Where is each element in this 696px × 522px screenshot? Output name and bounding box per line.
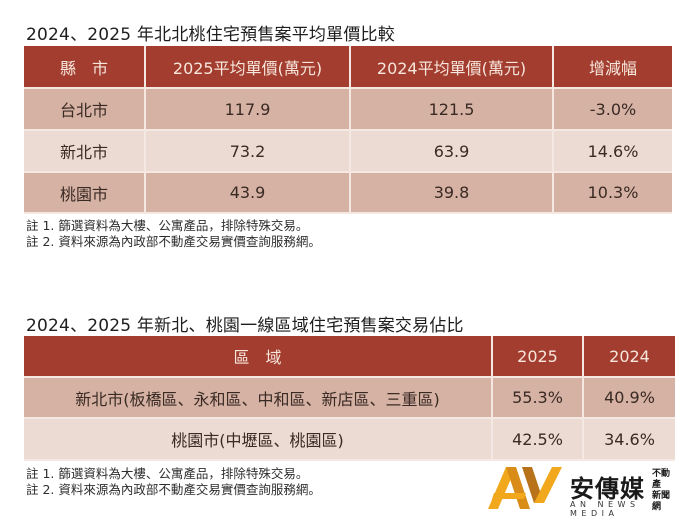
transaction-share-table: 區 域 2025 2024 新北市(板橋區、永和區、中和區、新店區、三重區) 5…: [24, 336, 675, 461]
header-2024: 2024: [583, 336, 675, 378]
table2-notes: 註 1. 篩選資料為大樓、公寓產品，排除特殊交易。 註 2. 資料來源為內政部不…: [26, 466, 321, 498]
table-row: 桃園市(中壢區、桃園區) 42.5% 34.6%: [24, 418, 675, 461]
share-2024-cell: 40.9%: [583, 377, 675, 419]
table2-title: 2024、2025 年新北、桃園一線區域住宅預售案交易佔比: [26, 316, 464, 336]
header-city: 縣 市: [24, 46, 146, 89]
table-header-row: 區 域 2025 2024: [24, 336, 675, 378]
price-comparison-table: 縣 市 2025平均單價(萬元) 2024平均單價(萬元) 增減幅 台北市 11…: [24, 46, 672, 214]
header-price-2025: 2025平均單價(萬元): [145, 46, 351, 89]
city-cell: 桃園市: [24, 172, 146, 214]
city-cell: 台北市: [24, 88, 146, 131]
header-region: 區 域: [24, 336, 493, 378]
table-row: 新北市 73.2 63.9 14.6%: [24, 130, 672, 173]
price-2025-cell: 43.9: [145, 172, 351, 214]
share-2025-cell: 42.5%: [492, 418, 584, 461]
header-price-2024: 2024平均單價(萬元): [350, 46, 554, 89]
logo-sub-line2: 新聞網: [652, 491, 671, 512]
an-news-media-logo: 安傳媒 不動產 新聞網 AN NEWS MEDIA: [486, 463, 676, 518]
note-1: 註 1. 篩選資料為大樓、公寓產品，排除特殊交易。: [26, 466, 309, 481]
price-2024-cell: 63.9: [350, 130, 554, 173]
table-row: 台北市 117.9 121.5 -3.0%: [24, 88, 672, 131]
logo-name-cn: 安傳媒: [570, 475, 645, 503]
note-2: 註 2. 資料來源為內政部不動產交易實價查詢服務網。: [26, 234, 321, 249]
city-cell: 新北市: [24, 130, 146, 173]
header-change: 增減幅: [553, 46, 672, 89]
logo-subtitle: 不動產 新聞網: [652, 469, 676, 513]
logo-sub-line1: 不動產: [652, 469, 671, 490]
an-logo-icon: [488, 467, 562, 509]
table-header-row: 縣 市 2025平均單價(萬元) 2024平均單價(萬元) 增減幅: [24, 46, 672, 89]
table-row: 桃園市 43.9 39.8 10.3%: [24, 172, 672, 214]
region-cell: 新北市(板橋區、永和區、中和區、新店區、三重區): [24, 377, 493, 419]
table1-notes: 註 1. 篩選資料為大樓、公寓產品，排除特殊交易。 註 2. 資料來源為內政部不…: [26, 218, 321, 250]
note-2: 註 2. 資料來源為內政部不動產交易實價查詢服務網。: [26, 482, 321, 497]
change-cell: -3.0%: [553, 88, 672, 131]
price-2025-cell: 117.9: [145, 88, 351, 131]
table-row: 新北市(板橋區、永和區、中和區、新店區、三重區) 55.3% 40.9%: [24, 377, 675, 419]
price-2025-cell: 73.2: [145, 130, 351, 173]
share-2024-cell: 34.6%: [583, 418, 675, 461]
share-2025-cell: 55.3%: [492, 377, 584, 419]
logo-name-en: AN NEWS MEDIA: [570, 500, 640, 518]
header-2025: 2025: [492, 336, 584, 378]
price-2024-cell: 39.8: [350, 172, 554, 214]
change-cell: 14.6%: [553, 130, 672, 173]
table1-title: 2024、2025 年北北桃住宅預售案平均單價比較: [26, 25, 395, 45]
region-cell: 桃園市(中壢區、桃園區): [24, 418, 493, 461]
price-2024-cell: 121.5: [350, 88, 554, 131]
note-1: 註 1. 篩選資料為大樓、公寓產品，排除特殊交易。: [26, 218, 309, 233]
change-cell: 10.3%: [553, 172, 672, 214]
